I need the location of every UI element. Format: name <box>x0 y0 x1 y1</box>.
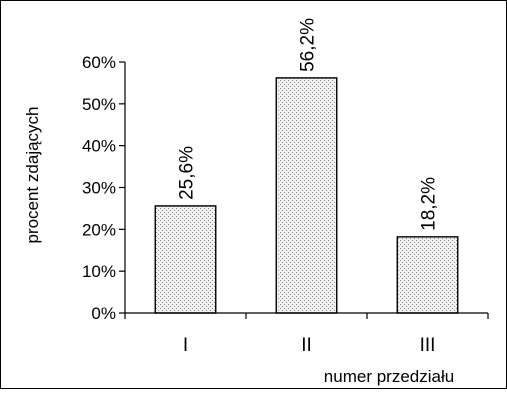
bars-layer <box>154 77 459 314</box>
x-categories-layer: I II III <box>183 335 436 356</box>
bar-III <box>396 236 459 314</box>
data-label: 18,2% <box>419 177 440 231</box>
data-labels-layer: 25,6% 56,2% 18,2% <box>177 18 440 231</box>
y-tick-label: 20% <box>82 220 116 239</box>
y-tick-label: 60% <box>82 53 116 72</box>
y-tick-label: 40% <box>82 137 116 156</box>
bar-I <box>154 205 217 314</box>
x-axis-title: numer przedziału <box>324 367 454 386</box>
y-ticks-layer: 0% 10% 20% 30% 40% 50% 60% <box>82 53 125 323</box>
bar-II <box>275 77 338 314</box>
y-tick-label: 10% <box>82 262 116 281</box>
x-category-label: III <box>420 335 436 356</box>
y-tick-label: 50% <box>82 95 116 114</box>
y-tick-label: 0% <box>91 304 116 323</box>
y-tick-label: 30% <box>82 179 116 198</box>
x-category-label: I <box>183 335 188 356</box>
data-label: 25,6% <box>177 146 198 200</box>
x-category-label: II <box>301 335 312 356</box>
y-axis-title: procent zdających <box>23 106 42 243</box>
data-label: 56,2% <box>298 18 319 72</box>
